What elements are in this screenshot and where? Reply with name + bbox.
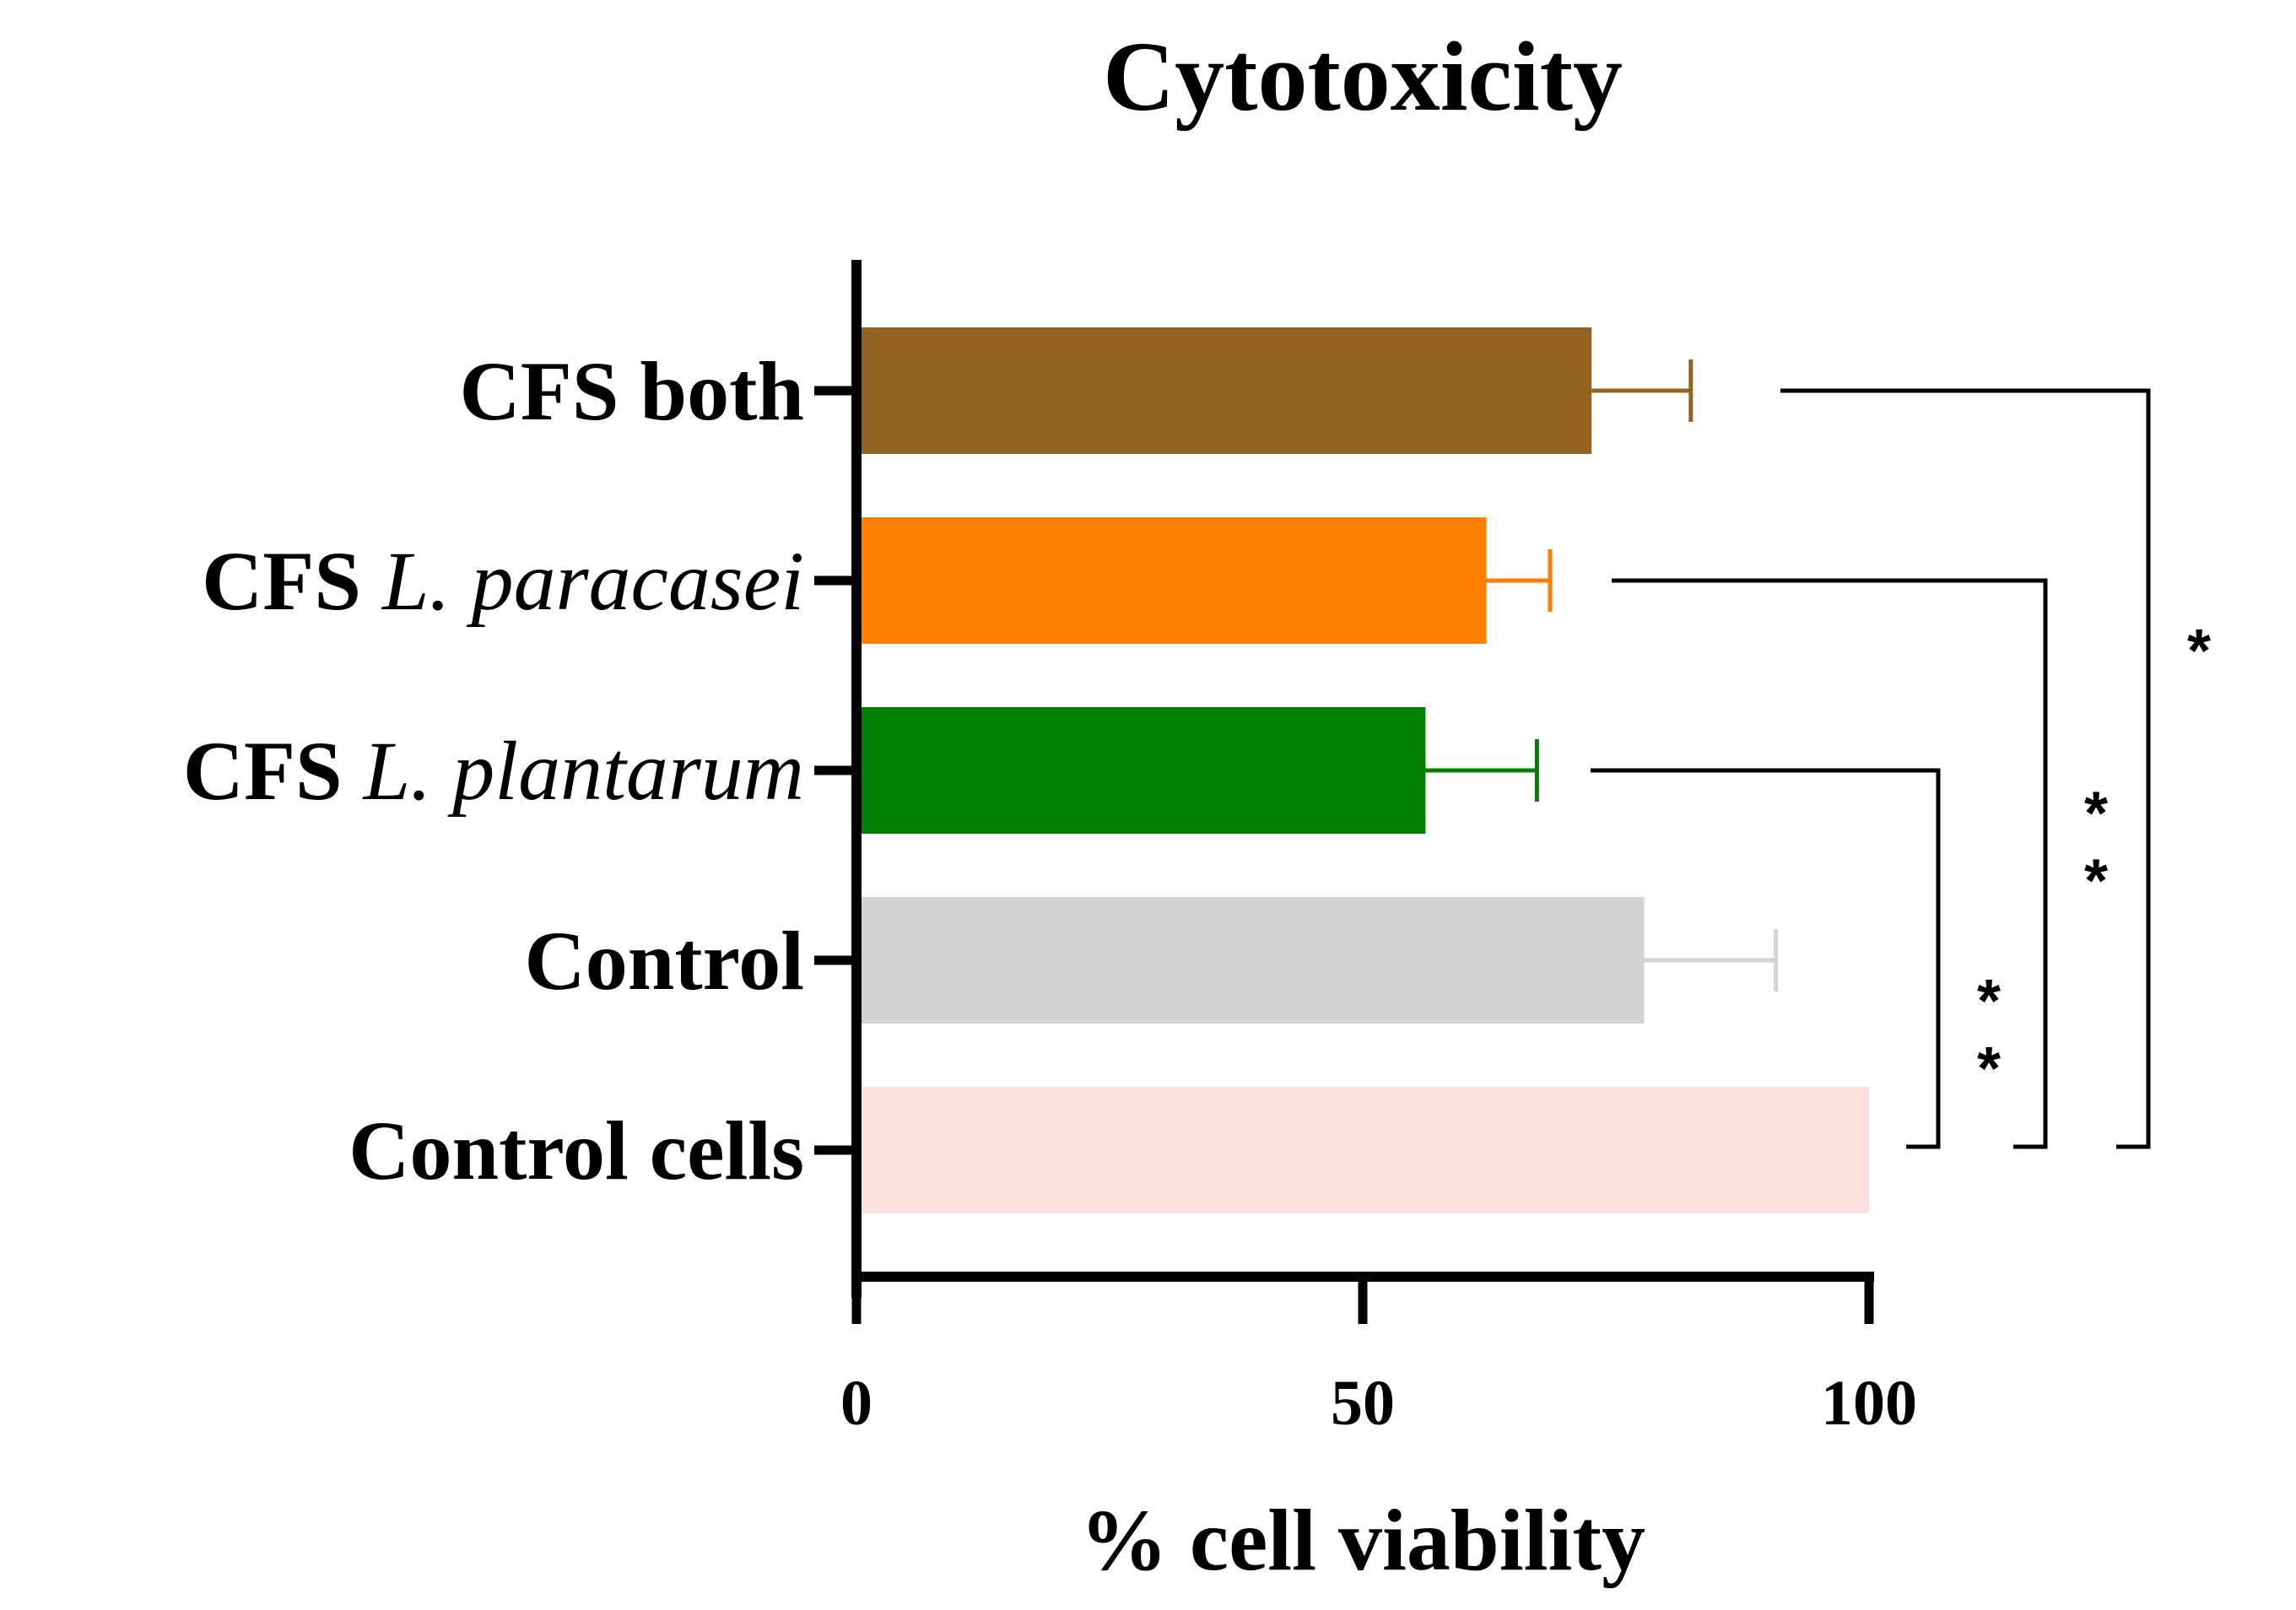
significance-star: * xyxy=(2084,848,2108,916)
error-bars-layer xyxy=(1425,359,1779,991)
category-label: Control cells xyxy=(348,1104,804,1197)
error-bar xyxy=(1425,739,1539,802)
category-label: CFS L. plantarum xyxy=(183,724,804,818)
error-bar xyxy=(1591,359,1694,422)
category-label: Control xyxy=(525,914,805,1008)
bar xyxy=(860,327,1592,454)
significance-bracket xyxy=(1612,578,2048,1149)
x-tick-label: 50 xyxy=(1331,1368,1395,1439)
chart-title: Cytotoxicity xyxy=(1103,21,1623,132)
significance-star: * xyxy=(1977,968,2001,1035)
significance-star: * xyxy=(2084,781,2108,848)
x-tick-label: 0 xyxy=(840,1368,872,1439)
significance-star: * xyxy=(1977,1035,2001,1103)
error-bar xyxy=(1644,929,1779,991)
category-label: CFS L. paracasei xyxy=(202,534,804,628)
category-labels-layer: CFS both CFS L. paracasei CFS L. plantarum… xyxy=(183,344,804,1197)
bar xyxy=(860,707,1426,834)
significance-layer: ***** xyxy=(1591,388,2211,1149)
category-label: CFS both xyxy=(460,344,804,438)
bar xyxy=(860,517,1487,644)
bar xyxy=(860,1087,1869,1213)
error-bar xyxy=(1486,549,1553,612)
significance-bracket xyxy=(1591,768,1941,1149)
x-axis-label: % cell viability xyxy=(1080,1492,1645,1589)
bar xyxy=(860,897,1645,1024)
bars-layer xyxy=(860,327,1869,1213)
significance-bracket xyxy=(1780,388,2151,1149)
x-tick-label: 100 xyxy=(1821,1368,1917,1439)
significance-star: * xyxy=(2187,618,2211,685)
x-ticks-layer: 0 50 100 xyxy=(840,1277,1917,1439)
